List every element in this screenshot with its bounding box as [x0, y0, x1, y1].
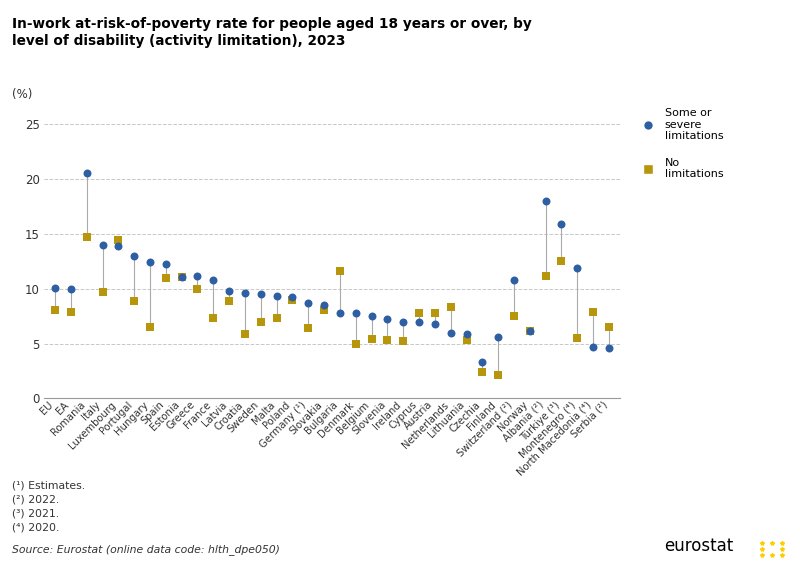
- Text: (¹) Estimates.
(²) 2022.
(³) 2021.
(⁴) 2020.: (¹) Estimates. (²) 2022. (³) 2021. (⁴) 2…: [12, 481, 85, 533]
- Point: [128, 296, 141, 306]
- Point: [191, 271, 204, 280]
- Point: [65, 284, 78, 293]
- Point: [365, 335, 378, 344]
- Point: [381, 315, 394, 324]
- Point: [555, 257, 568, 266]
- Point: [539, 196, 552, 205]
- Point: [381, 336, 394, 345]
- Point: [207, 314, 220, 323]
- Point: [555, 220, 568, 229]
- Point: [350, 339, 362, 348]
- Point: [397, 337, 410, 346]
- Point: [144, 258, 157, 267]
- Point: [507, 312, 520, 321]
- Text: (%): (%): [12, 88, 32, 101]
- Point: [175, 272, 188, 281]
- Point: [96, 240, 109, 249]
- Point: [460, 329, 473, 338]
- Point: [128, 251, 141, 261]
- Point: [429, 308, 442, 318]
- Point: [365, 312, 378, 321]
- Point: [523, 327, 536, 336]
- Point: [586, 342, 599, 351]
- Point: [80, 233, 93, 242]
- Point: [460, 336, 473, 345]
- Point: [523, 327, 536, 336]
- Point: [571, 333, 584, 343]
- Point: [492, 332, 505, 341]
- Text: Source: Eurostat (online data code: hlth_dpe050): Source: Eurostat (online data code: hlth…: [12, 544, 280, 555]
- Point: [539, 271, 552, 280]
- Point: [222, 286, 235, 295]
- Point: [507, 275, 520, 284]
- Point: [270, 314, 283, 323]
- Point: [334, 267, 346, 276]
- Point: [476, 357, 489, 366]
- Point: [444, 303, 457, 312]
- Text: eurostat: eurostat: [664, 537, 734, 555]
- Point: [286, 293, 299, 302]
- Point: [397, 317, 410, 326]
- Point: [254, 290, 267, 299]
- Point: [175, 272, 188, 281]
- Point: [112, 241, 125, 250]
- Point: [413, 308, 426, 318]
- Point: [49, 305, 62, 314]
- Point: [571, 263, 584, 273]
- Point: [318, 300, 330, 310]
- Point: [65, 307, 78, 316]
- Point: [429, 319, 442, 328]
- Point: [238, 288, 251, 298]
- Point: [286, 295, 299, 304]
- Point: [444, 328, 457, 337]
- Point: [413, 317, 426, 326]
- Text: In-work at-risk-of-poverty rate for people aged 18 years or over, by
level of di: In-work at-risk-of-poverty rate for peop…: [12, 17, 532, 48]
- Point: [191, 284, 204, 293]
- Point: [350, 308, 362, 318]
- Point: [492, 371, 505, 380]
- Point: [80, 168, 93, 177]
- Point: [144, 323, 157, 332]
- Point: [318, 305, 330, 314]
- Point: [586, 307, 599, 316]
- Point: [602, 343, 615, 352]
- Point: [112, 236, 125, 245]
- Point: [270, 292, 283, 301]
- Point: [302, 298, 314, 307]
- Point: [254, 317, 267, 326]
- Point: [602, 323, 615, 332]
- Point: [222, 296, 235, 306]
- Point: [159, 273, 172, 282]
- Point: [302, 324, 314, 333]
- Point: [159, 259, 172, 268]
- Point: [96, 287, 109, 296]
- Legend: Some or
severe
limitations, No
limitations: Some or severe limitations, No limitatio…: [637, 108, 723, 179]
- Point: [334, 308, 346, 318]
- Point: [49, 283, 62, 292]
- Point: [238, 329, 251, 338]
- Point: [476, 368, 489, 377]
- Point: [207, 275, 220, 284]
